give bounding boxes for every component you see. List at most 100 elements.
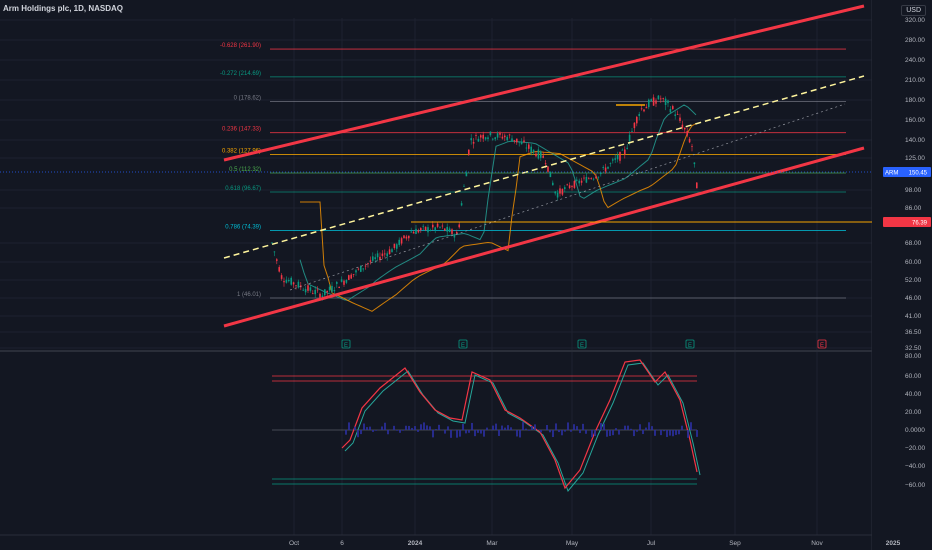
earnings-marker	[341, 339, 351, 349]
candle-body	[314, 289, 316, 295]
price-badge-value: 76.39	[912, 221, 928, 227]
histogram-bar	[633, 430, 635, 437]
indicator-tick-label: −40.00	[905, 463, 925, 470]
histogram-bar	[399, 430, 401, 433]
candle-body	[578, 180, 580, 184]
candle-body	[614, 158, 616, 160]
candle-body	[379, 256, 381, 261]
price-tick-label: 68.00	[905, 240, 922, 247]
candle-body	[386, 253, 388, 257]
earnings-label: E	[580, 343, 584, 349]
candle-body	[388, 249, 391, 255]
candle-body	[307, 285, 309, 291]
candle-body	[290, 277, 292, 285]
candle-body	[391, 249, 393, 253]
histogram-bar	[384, 422, 386, 430]
price-axis-bg	[872, 0, 932, 550]
candle-body	[444, 228, 446, 231]
candle-body	[501, 136, 504, 139]
candle-body	[432, 224, 434, 228]
histogram-bar	[423, 422, 425, 430]
price-tick-label: 240.00	[905, 57, 925, 64]
histogram-bar	[402, 430, 404, 431]
candle-body	[463, 185, 465, 187]
histogram-bar	[675, 430, 677, 435]
candle-body	[573, 180, 576, 188]
time-tick-label: Nov	[811, 540, 823, 547]
candle-body	[612, 159, 614, 161]
candle-body	[645, 106, 648, 109]
candle-body	[436, 223, 439, 227]
histogram-bar	[549, 430, 551, 433]
candle-body	[271, 242, 273, 244]
candle-body	[499, 132, 501, 135]
candle-body	[333, 290, 336, 292]
histogram-bar	[381, 426, 383, 430]
histogram-bar	[465, 430, 467, 434]
histogram-bar	[540, 430, 542, 433]
earnings-marker	[458, 339, 468, 349]
candle-body	[662, 98, 664, 99]
candle-body	[427, 227, 429, 233]
histogram-bar	[531, 425, 533, 430]
candle-body	[657, 95, 660, 100]
histogram-bar	[375, 430, 377, 431]
candle-body	[273, 251, 276, 253]
fib-level-label: 0 (178.62)	[234, 95, 261, 101]
candle-body	[516, 138, 518, 143]
histogram-bar	[696, 430, 698, 437]
candle-body	[494, 137, 496, 140]
currency-label[interactable]: USD	[901, 5, 926, 16]
histogram-bar	[612, 430, 614, 436]
histogram-bar	[393, 425, 395, 430]
price-tick-label: 41.00	[905, 313, 922, 320]
price-badge	[883, 217, 931, 227]
candle-body	[326, 290, 328, 293]
candle-body	[523, 140, 525, 143]
candle-body	[372, 256, 374, 261]
candle-body	[568, 185, 571, 188]
candle-body	[600, 172, 602, 175]
indicator-tick-label: −60.00	[905, 482, 925, 489]
candle-body	[475, 135, 477, 136]
earnings-marker	[577, 339, 587, 349]
candle-body	[496, 133, 499, 138]
candle-body	[280, 275, 283, 279]
histogram-bar	[663, 430, 665, 432]
candle-body	[633, 122, 636, 129]
histogram-bar	[414, 426, 416, 430]
candle-body	[434, 227, 436, 231]
histogram-bar	[600, 423, 602, 430]
channel-mid-line	[223, 75, 865, 259]
candle-body	[532, 149, 535, 153]
histogram-bar	[558, 430, 560, 433]
time-tick-label: Oct	[289, 540, 299, 547]
histogram-bar	[594, 430, 596, 437]
candle-body	[561, 188, 564, 195]
candle-body	[472, 141, 475, 144]
candle-body	[652, 97, 655, 106]
candle-body	[583, 177, 585, 179]
candle-body	[511, 138, 513, 142]
candle-body	[398, 239, 400, 245]
candle-body	[470, 138, 472, 141]
histogram-bar	[411, 427, 413, 430]
candle-body	[679, 117, 681, 121]
candle-body	[352, 273, 355, 275]
candle-body	[684, 127, 686, 130]
candle-body	[528, 144, 530, 149]
price-tick-label: 125.00	[905, 155, 925, 162]
candle-body	[340, 279, 343, 282]
candle-body	[609, 163, 612, 165]
candle-body	[674, 114, 676, 116]
indicator-tick-label: −20.00	[905, 445, 925, 452]
candle-body	[439, 226, 441, 228]
candle-body	[312, 293, 314, 295]
candle-body	[350, 274, 352, 279]
candle-body	[381, 253, 384, 256]
time-tick-label: 6	[340, 540, 344, 547]
symbol-title[interactable]: Arm Holdings plc, 1D, NASDAQ	[3, 4, 124, 13]
histogram-bar	[495, 423, 497, 430]
histogram-bar	[363, 423, 365, 430]
